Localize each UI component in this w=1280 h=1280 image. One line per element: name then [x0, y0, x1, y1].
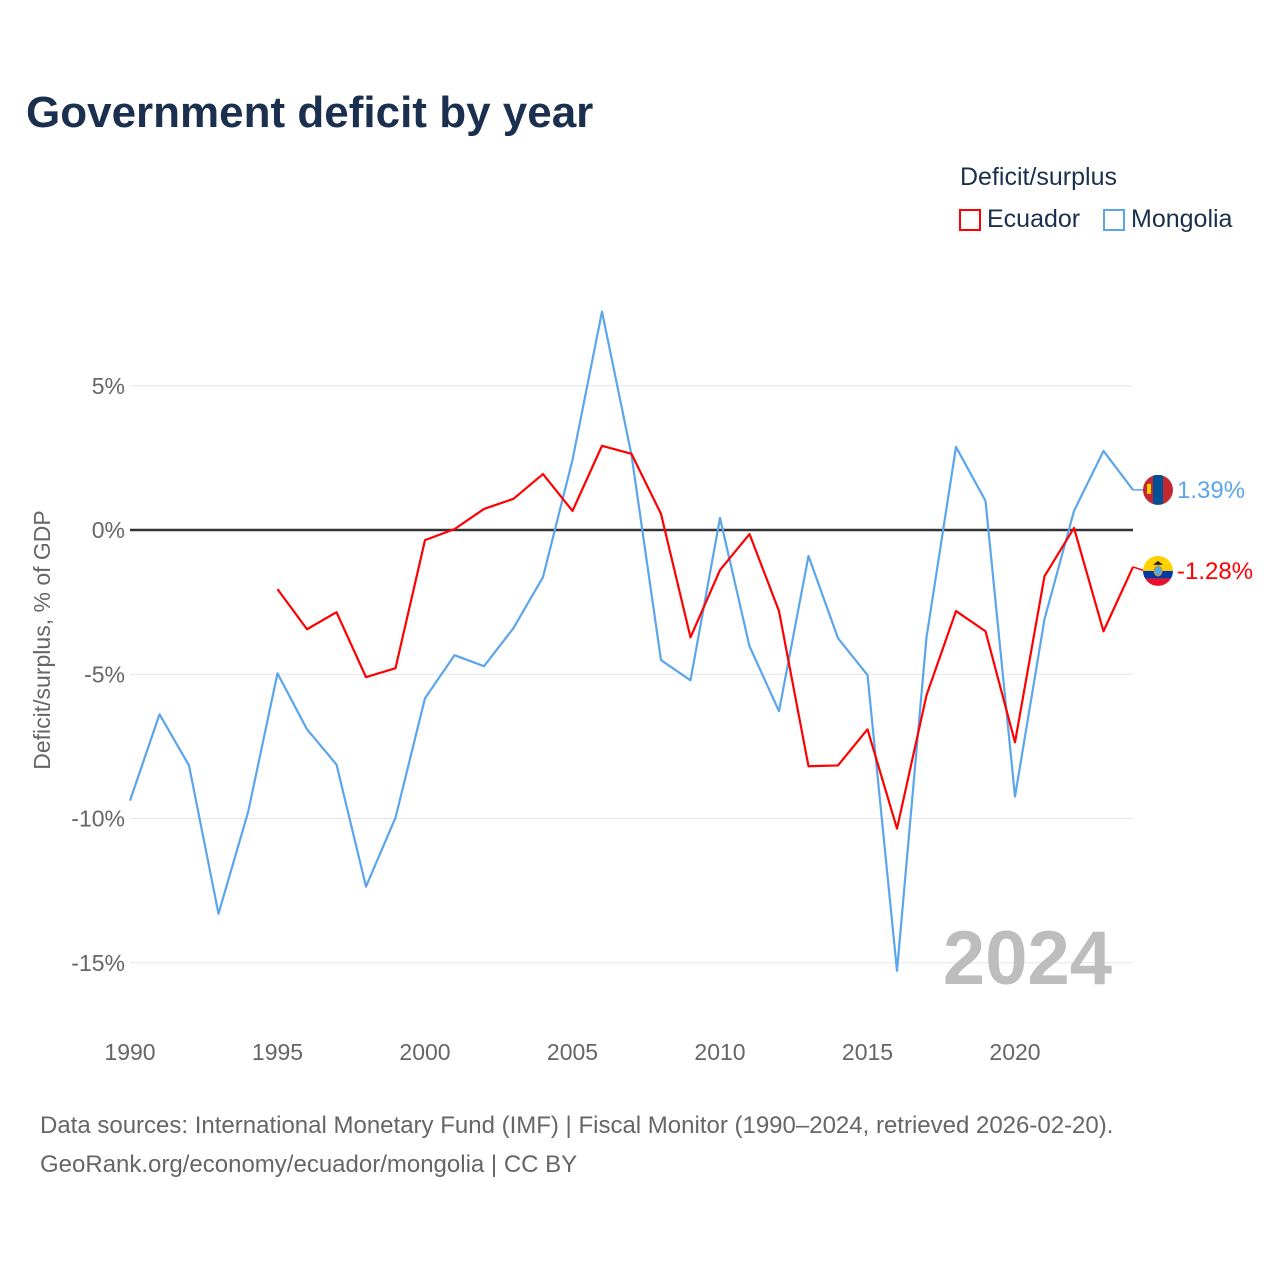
x-tick-label: 2020	[989, 1039, 1040, 1065]
footer: Data sources: International Monetary Fun…	[40, 1106, 1113, 1184]
end-value-label-mongolia: 1.39%	[1177, 477, 1245, 504]
x-tick-label: 1990	[104, 1039, 155, 1065]
x-tick-label: 2015	[842, 1039, 893, 1065]
legend-item-mongolia[interactable]: Mongolia	[1103, 205, 1232, 234]
y-axis-label: Deficit/surplus, % of GDP	[29, 510, 55, 769]
series-line-mongolia	[128, 310, 1134, 972]
y-tick-label: -15%	[71, 950, 125, 976]
legend-swatch-mongolia	[1103, 208, 1125, 231]
x-tick-label: 2010	[694, 1039, 745, 1065]
y-tick-label: 0%	[92, 517, 125, 543]
x-tick-label: 2005	[547, 1039, 598, 1065]
chart-title: Government deficit by year	[26, 88, 594, 137]
ecuador-flag-icon	[1143, 555, 1173, 586]
y-tick-label: 5%	[92, 373, 125, 399]
end-connector	[1132, 566, 1146, 572]
legend-label: Mongolia	[1131, 205, 1233, 233]
attribution-link[interactable]: GeoRank.org/economy/ecuador/mongolia | C…	[40, 1151, 578, 1178]
x-tick-label: 2000	[399, 1039, 450, 1065]
y-tick-label: -10%	[71, 806, 125, 832]
series-line-ecuador	[276, 444, 1134, 830]
watermark-year: 2024	[943, 916, 1112, 1001]
legend-swatch-ecuador	[959, 208, 981, 231]
mongolia-flag-icon	[1143, 474, 1173, 505]
y-tick-label: -5%	[84, 661, 125, 687]
legend-item-ecuador[interactable]: Ecuador	[959, 205, 1080, 234]
legend-title: Deficit/surplus	[960, 163, 1117, 191]
legend-label: Ecuador	[987, 205, 1081, 233]
source-text: Data sources: International Monetary Fun…	[40, 1112, 1114, 1139]
end-value-label-ecuador: -1.28%	[1177, 558, 1253, 585]
x-tick-label: 1995	[252, 1039, 303, 1065]
